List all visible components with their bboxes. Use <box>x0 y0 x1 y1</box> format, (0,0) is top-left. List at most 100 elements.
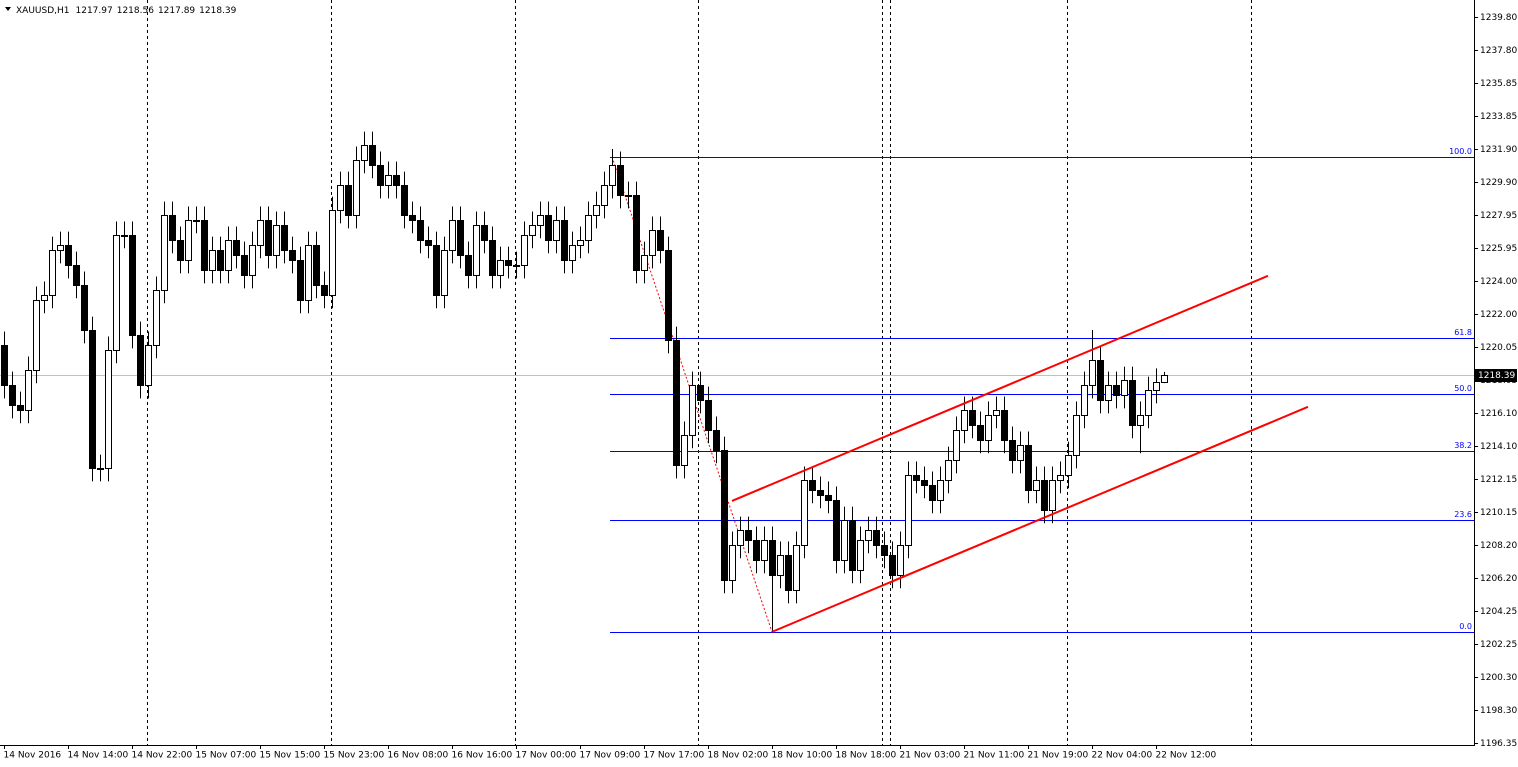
candle-body <box>337 185 344 211</box>
menu-arrow[interactable] <box>5 7 11 11</box>
candle-body <box>1033 480 1040 491</box>
candle-body <box>393 175 400 186</box>
x-tick-label: 17 Nov 00:00 <box>516 751 577 761</box>
candle-body <box>329 210 336 296</box>
candle-body <box>89 330 96 469</box>
candle-body <box>897 545 904 576</box>
candle-body <box>553 220 560 241</box>
x-tick-label: 17 Nov 17:00 <box>644 751 705 761</box>
candle-body <box>97 468 104 470</box>
candle-body <box>441 250 448 296</box>
candle-body <box>865 530 872 541</box>
candle-body <box>1113 385 1120 396</box>
y-tick-label: 1198.30 <box>1480 706 1517 716</box>
candle-body <box>697 385 704 401</box>
candle-body <box>609 165 616 186</box>
y-tick-label: 1216.10 <box>1480 409 1517 419</box>
x-tick-label: 21 Nov 11:00 <box>964 751 1025 761</box>
candle-body <box>345 185 352 216</box>
candle-body <box>1049 480 1056 511</box>
candle-body <box>873 530 880 546</box>
y-tick-label: 1210.15 <box>1480 508 1517 518</box>
candle-body <box>385 175 392 186</box>
candle-body <box>297 260 304 301</box>
candle-body <box>457 220 464 256</box>
candle-body <box>1025 445 1032 491</box>
x-tick-label: 18 Nov 10:00 <box>772 751 833 761</box>
candle-body <box>81 285 88 331</box>
candle-body <box>953 430 960 461</box>
candle-body <box>1009 440 1016 461</box>
candle-body <box>705 400 712 431</box>
candle-body <box>841 520 848 561</box>
candle-body <box>25 370 32 411</box>
price-box <box>1475 369 1517 382</box>
candle-body <box>817 490 824 496</box>
candle-body <box>289 250 296 261</box>
candle-body <box>1161 375 1168 383</box>
x-tick-label: 16 Nov 08:00 <box>388 751 449 761</box>
candle-body <box>353 160 360 216</box>
candle-body <box>1081 385 1088 416</box>
candle-body <box>793 545 800 591</box>
y-tick-label: 1202.25 <box>1480 640 1517 650</box>
candle-body <box>17 405 24 411</box>
candle-body <box>665 250 672 341</box>
candle-body <box>617 165 624 196</box>
candle-body <box>529 225 536 236</box>
y-tick-label: 1237.80 <box>1480 46 1517 56</box>
y-tick-label: 1225.95 <box>1480 244 1517 254</box>
y-tick-label: 1233.85 <box>1480 112 1517 122</box>
candle-body <box>593 205 600 216</box>
candle-body <box>145 345 152 386</box>
candle-body <box>945 460 952 481</box>
fib-anchor <box>611 156 773 633</box>
y-tick-label: 1220.05 <box>1480 343 1517 353</box>
candle-body <box>305 245 312 301</box>
candle-body <box>465 255 472 276</box>
candle-body <box>977 425 984 441</box>
candle-body <box>657 230 664 251</box>
candle-body <box>777 555 784 576</box>
candle-body <box>745 530 752 541</box>
candle-body <box>321 285 328 296</box>
x-tick-label: 22 Nov 12:00 <box>1156 751 1217 761</box>
x-tick-label: 18 Nov 02:00 <box>708 751 769 761</box>
candle-body <box>425 240 432 246</box>
candle-body <box>641 255 648 271</box>
price-label: 1218.39 <box>1478 371 1515 381</box>
y-tick-label: 1227.95 <box>1480 211 1517 221</box>
y-tick-label: 1239.80 <box>1480 13 1517 23</box>
x-tick-label: 16 Nov 16:00 <box>452 751 513 761</box>
candle-body <box>369 145 376 166</box>
candle-body <box>1065 455 1072 476</box>
candle-body <box>1129 380 1136 426</box>
candle-body <box>857 540 864 571</box>
fib-label: 50.0 <box>1454 384 1472 393</box>
candle-body <box>281 225 288 251</box>
candle-body <box>233 240 240 256</box>
fib-label: 38.2 <box>1454 441 1472 450</box>
y-tick-label: 1235.85 <box>1480 79 1517 89</box>
candle-body <box>785 555 792 591</box>
candle-body <box>1145 390 1152 416</box>
y-tick-label: 1229.90 <box>1480 178 1517 188</box>
candle-body <box>497 260 504 276</box>
candle-body <box>681 435 688 466</box>
candle-body <box>849 520 856 571</box>
candle-body <box>753 540 760 561</box>
candle-body <box>585 215 592 241</box>
candle-body <box>129 235 136 336</box>
candle-body <box>201 220 208 271</box>
y-tick-label: 1212.15 <box>1480 475 1517 485</box>
candle-body <box>9 385 16 406</box>
x-tick-label: 14 Nov 22:00 <box>132 751 193 761</box>
candle-body <box>1041 480 1048 511</box>
x-tick-label: 17 Nov 09:00 <box>580 751 641 761</box>
candle-body <box>713 430 720 451</box>
channel-line <box>771 405 1309 633</box>
candle-body <box>833 500 840 561</box>
x-tick-label: 21 Nov 03:00 <box>900 751 961 761</box>
candle-body <box>257 220 264 246</box>
candle-body <box>473 225 480 276</box>
